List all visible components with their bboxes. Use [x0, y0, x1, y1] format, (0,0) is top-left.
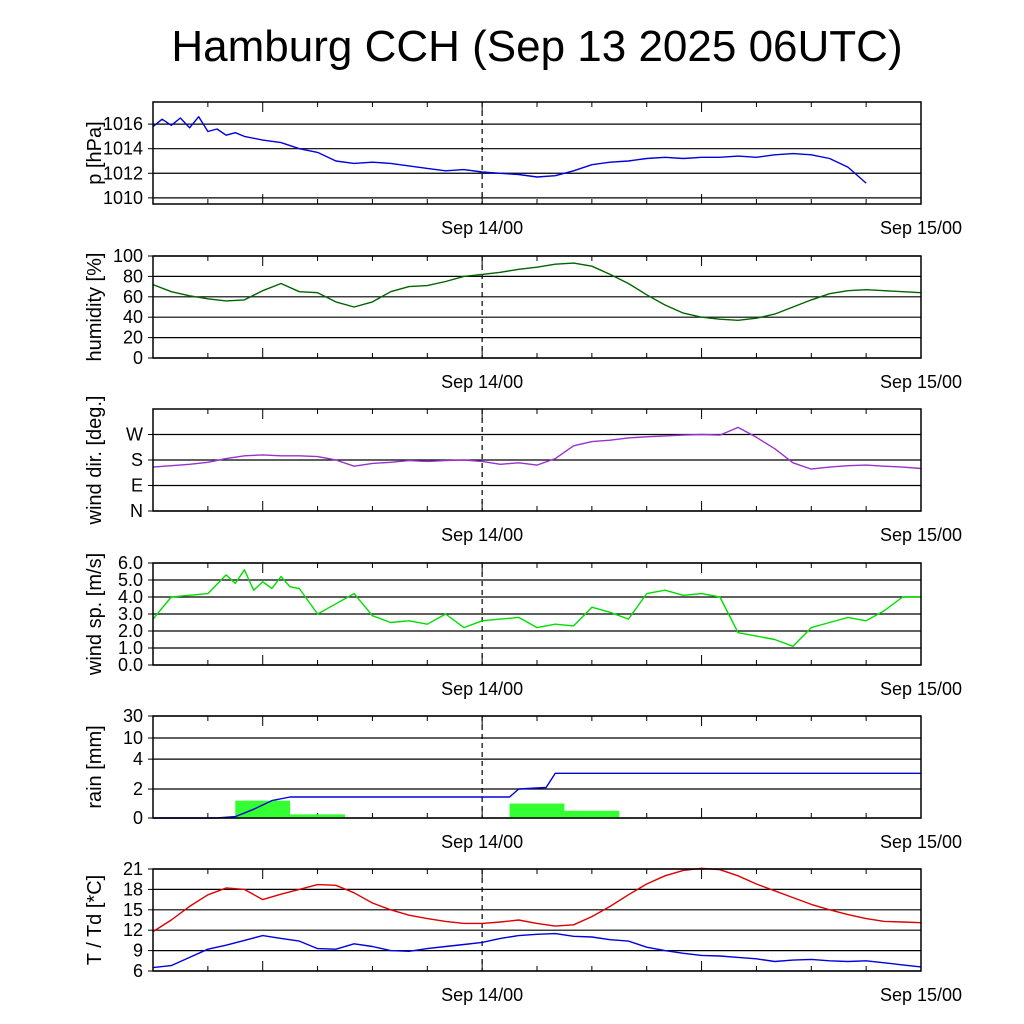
x-tick-label: Sep 14/00 — [441, 372, 523, 392]
y-axis-label: rain [mm] — [84, 725, 106, 808]
y-tick-label: 1.0 — [118, 638, 143, 658]
series-line — [152, 115, 867, 184]
y-axis-label: humidity [%] — [84, 253, 106, 362]
series-line — [152, 426, 922, 470]
y-tick-label: 1010 — [103, 188, 143, 208]
y-tick-label: 6 — [133, 961, 143, 981]
series-line — [152, 867, 922, 933]
plot-frame — [152, 868, 922, 972]
y-tick-label: 21 — [123, 859, 143, 879]
x-tick-label: Sep 15/00 — [880, 985, 962, 1005]
rain-bar — [509, 803, 565, 818]
plot-frame — [152, 101, 922, 205]
y-tick-label: 0.0 — [118, 655, 143, 675]
x-tick-label: Sep 14/00 — [441, 985, 523, 1005]
y-tick-label: 30 — [123, 706, 143, 726]
y-tick-label: 18 — [123, 879, 143, 899]
plot-frame — [152, 562, 922, 666]
rain-bar — [235, 800, 291, 818]
x-tick-label: Sep 14/00 — [441, 525, 523, 545]
y-tick-label: 1012 — [103, 163, 143, 183]
series-line — [152, 932, 922, 969]
y-tick-label: 0 — [133, 808, 143, 828]
series-line — [152, 569, 921, 647]
chart-title: Hamburg CCH (Sep 13 2025 06UTC) — [171, 22, 903, 71]
y-tick-label: 15 — [123, 900, 143, 920]
y-tick-label: 100 — [113, 246, 143, 266]
y-tick-label: 10 — [123, 728, 143, 748]
y-tick-label: 3.0 — [118, 604, 143, 624]
y-axis-label: wind dir. [deg.] — [84, 396, 106, 526]
series-line — [152, 262, 922, 321]
plot-frame — [152, 255, 922, 359]
x-tick-label: Sep 14/00 — [441, 218, 523, 238]
x-tick-label: Sep 14/00 — [441, 832, 523, 852]
y-axis-label: T / Td [*C] — [84, 875, 106, 965]
rain-bar — [564, 810, 620, 818]
y-tick-label: 5.0 — [118, 570, 143, 590]
y-tick-label: 80 — [123, 266, 143, 286]
y-tick-label: 4 — [133, 749, 143, 769]
y-tick-label: S — [131, 450, 143, 470]
y-tick-label: 9 — [133, 941, 143, 961]
plot-frame — [152, 715, 922, 819]
y-tick-label: 2 — [133, 779, 143, 799]
y-tick-label: 2.0 — [118, 621, 143, 641]
x-tick-label: Sep 14/00 — [441, 679, 523, 699]
y-tick-label: 20 — [123, 328, 143, 348]
y-tick-label: 4.0 — [118, 587, 143, 607]
y-tick-label: 60 — [123, 287, 143, 307]
y-tick-label: 12 — [123, 920, 143, 940]
y-tick-label: 0 — [133, 348, 143, 368]
y-tick-label: 1016 — [103, 114, 143, 134]
y-axis-label: wind sp. [m/s] — [84, 553, 106, 676]
x-tick-label: Sep 15/00 — [880, 832, 962, 852]
series-line — [153, 772, 921, 819]
plot-frame — [152, 408, 922, 512]
x-tick-label: Sep 15/00 — [880, 679, 962, 699]
y-tick-label: E — [131, 476, 143, 496]
y-tick-label: 1014 — [103, 139, 143, 159]
y-tick-label: 6.0 — [118, 553, 143, 573]
rain-bar — [290, 814, 345, 818]
x-tick-label: Sep 15/00 — [880, 372, 962, 392]
y-tick-label: W — [126, 425, 143, 445]
y-tick-label: 40 — [123, 307, 143, 327]
y-axis-label: p [hPa] — [84, 121, 106, 184]
x-tick-label: Sep 15/00 — [880, 218, 962, 238]
y-tick-label: N — [130, 501, 143, 521]
x-tick-label: Sep 15/00 — [880, 525, 962, 545]
